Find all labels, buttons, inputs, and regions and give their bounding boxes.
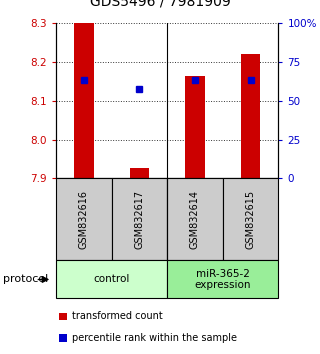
Bar <box>130 168 149 178</box>
Bar <box>167 261 278 298</box>
Text: GSM832617: GSM832617 <box>134 190 144 249</box>
Text: GSM832614: GSM832614 <box>190 190 200 249</box>
Text: GDS5496 / 7981909: GDS5496 / 7981909 <box>90 0 230 8</box>
Text: GSM832615: GSM832615 <box>246 190 256 249</box>
Text: miR-365-2
expression: miR-365-2 expression <box>195 269 251 290</box>
Bar <box>74 23 93 178</box>
Bar <box>167 178 223 261</box>
Text: GSM832616: GSM832616 <box>79 190 89 249</box>
Bar <box>223 178 278 261</box>
Text: transformed count: transformed count <box>72 312 163 321</box>
Text: percentile rank within the sample: percentile rank within the sample <box>72 333 237 343</box>
Text: protocol: protocol <box>3 274 48 285</box>
Bar <box>56 261 167 298</box>
Bar <box>112 178 167 261</box>
Bar <box>56 178 112 261</box>
Bar <box>185 76 205 178</box>
Text: control: control <box>93 274 130 285</box>
Bar <box>241 55 260 178</box>
